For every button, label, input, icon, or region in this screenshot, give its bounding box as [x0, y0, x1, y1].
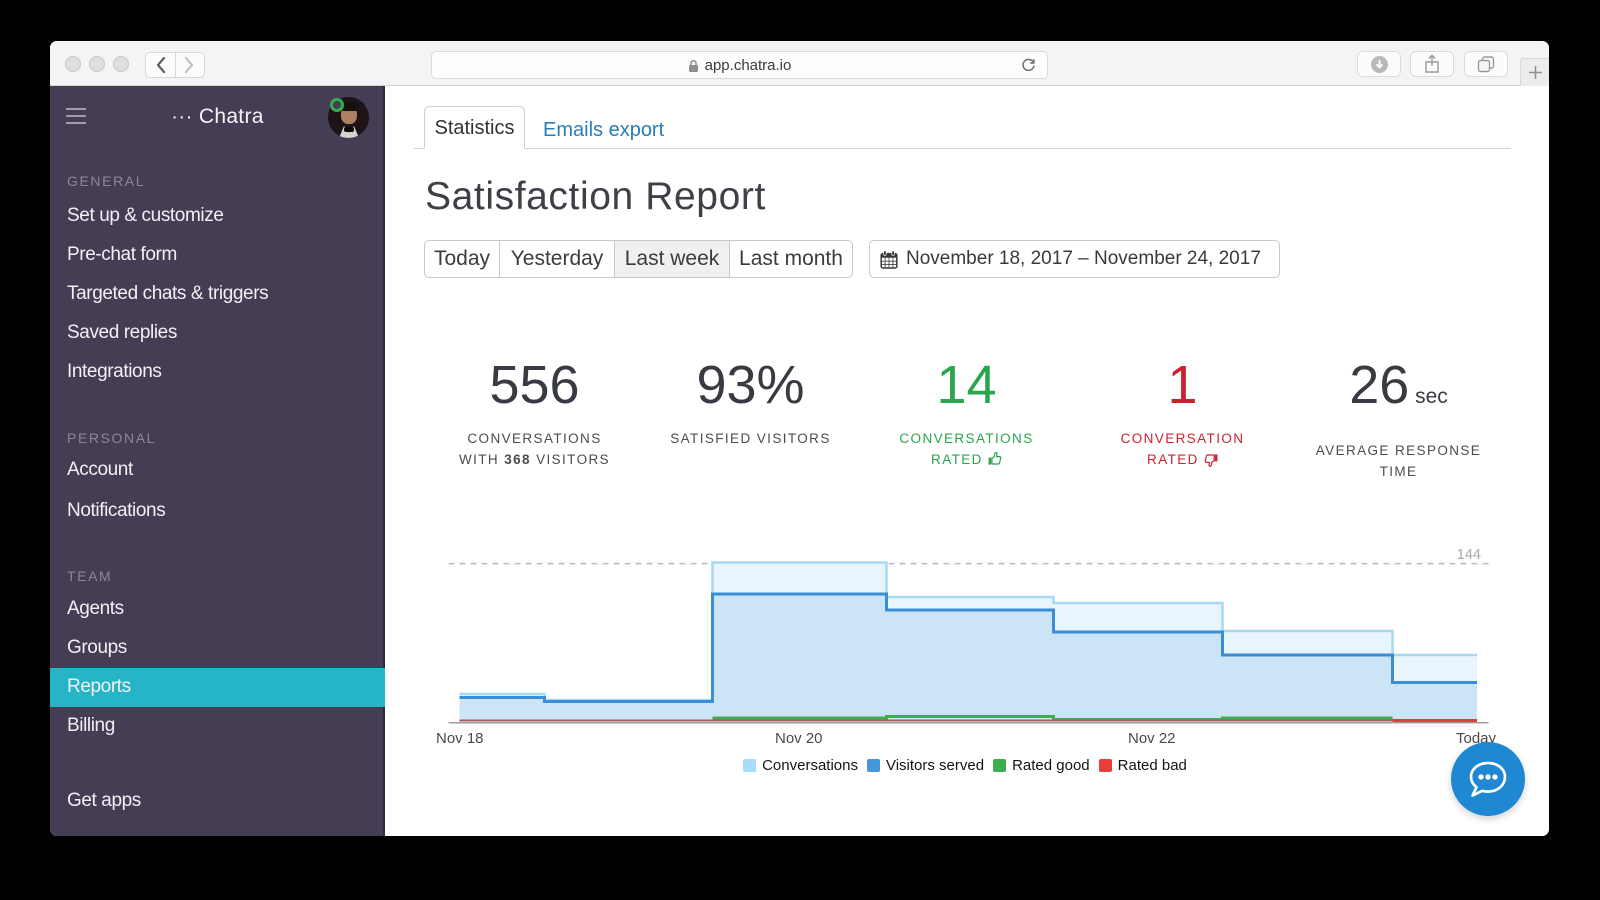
svg-text:144: 144 — [1457, 547, 1481, 563]
